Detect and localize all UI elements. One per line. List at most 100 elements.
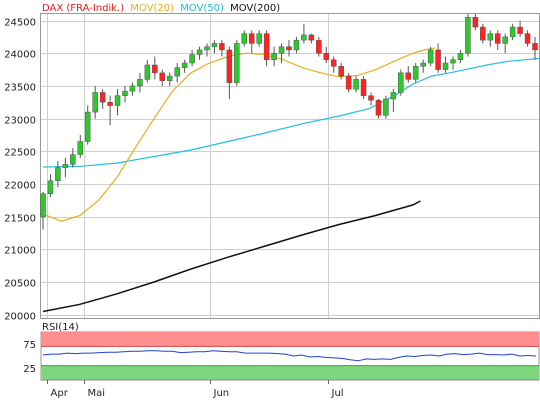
candle-body [345,75,352,90]
candle-body [114,95,121,106]
candle-body [353,79,359,90]
candle-body [532,43,538,51]
candle [502,33,508,54]
price-x-gridlines [47,14,329,318]
x-tick-label-Apr: Apr [51,388,69,399]
candle-body [137,79,143,87]
candle-body [301,34,307,41]
candle-body [62,164,69,168]
candle-body [420,62,426,67]
candle-body [219,43,225,51]
candle-body [144,64,151,80]
candle [256,30,262,47]
candle-body [226,49,233,83]
candlestick-series [40,14,538,230]
candle-body [398,72,404,93]
candle-body [92,92,98,113]
candle [204,43,210,57]
ma20-line [42,47,436,222]
y-tick-label-22000: 22000 [4,181,36,192]
candle [353,76,359,93]
candle [330,56,337,73]
candle [450,56,456,70]
candle [345,72,352,93]
candle [278,43,285,64]
candle [398,69,404,96]
candle-body [338,66,344,77]
candle [480,23,486,44]
candle [40,191,46,230]
x-axis-labels: Apr Mai Jun Jul [47,380,344,399]
candle [509,23,516,41]
candle [152,56,158,80]
legend-mov50: MOV(50) [180,3,224,14]
candle-body [181,62,188,68]
candle [92,85,98,119]
candle [457,49,464,64]
candle-body [196,49,203,55]
candle [286,40,292,57]
candle-body [70,154,76,165]
candle [494,30,501,50]
candle [487,30,494,47]
candle [77,134,84,158]
price-panel-frame [40,13,540,319]
candle [114,89,121,116]
candle [248,30,255,54]
ma20-series [42,47,436,222]
candle [338,63,344,80]
candle-body [189,54,195,64]
candle-body [360,79,367,96]
candle [271,46,277,67]
candle-body [211,43,218,47]
candle [174,63,180,83]
candle [55,161,61,188]
candle [107,95,113,126]
candle [129,82,136,96]
candle [323,46,330,64]
candle [517,20,523,37]
candle-body [502,36,508,44]
candle [189,49,195,67]
candle-body [241,33,248,44]
candle-body [412,66,419,80]
rsi-tick-label-75: 75 [23,340,36,351]
y-tick-label-22500: 22500 [4,148,36,159]
candle [390,89,397,113]
legend-mov20: MOV(20) [130,3,174,14]
candle [99,89,106,109]
rsi-panel [40,331,540,381]
candle-body [152,64,158,74]
candle [159,69,166,86]
candle-body [234,43,240,83]
candle-body [480,26,486,41]
ma50-series [42,57,539,168]
candle-body [248,33,255,44]
candle [196,46,203,60]
y-tick-label-21000: 21000 [4,246,36,257]
candle [47,174,54,198]
legend-dax: DAX (FRA-Indik.) [42,3,124,14]
candle-body [368,95,374,101]
candle-body [99,92,106,103]
rsi-overbought-band [41,332,539,347]
x-tick-label-Jun: Jun [213,388,230,399]
candle-body [174,67,180,77]
candle-body [47,180,54,195]
y-tick-label-24000: 24000 [4,50,36,61]
svg-text:DAX (FRA-Indik.) MOV(20): DAX (FRA-Indik.) MOV(20) MOV(50) MOV(200… [42,3,280,14]
candle [427,46,434,67]
candle [375,98,382,119]
candle-body [435,49,441,70]
price-grid [41,21,539,316]
candle [308,33,315,44]
candle-body [427,49,434,64]
candle-body [524,33,531,44]
candle [316,36,322,57]
rsi-tick-label-25: 25 [23,364,36,375]
candle-body [472,17,479,28]
candle-body [375,100,382,116]
candle [420,59,426,73]
candle-body [84,111,91,142]
